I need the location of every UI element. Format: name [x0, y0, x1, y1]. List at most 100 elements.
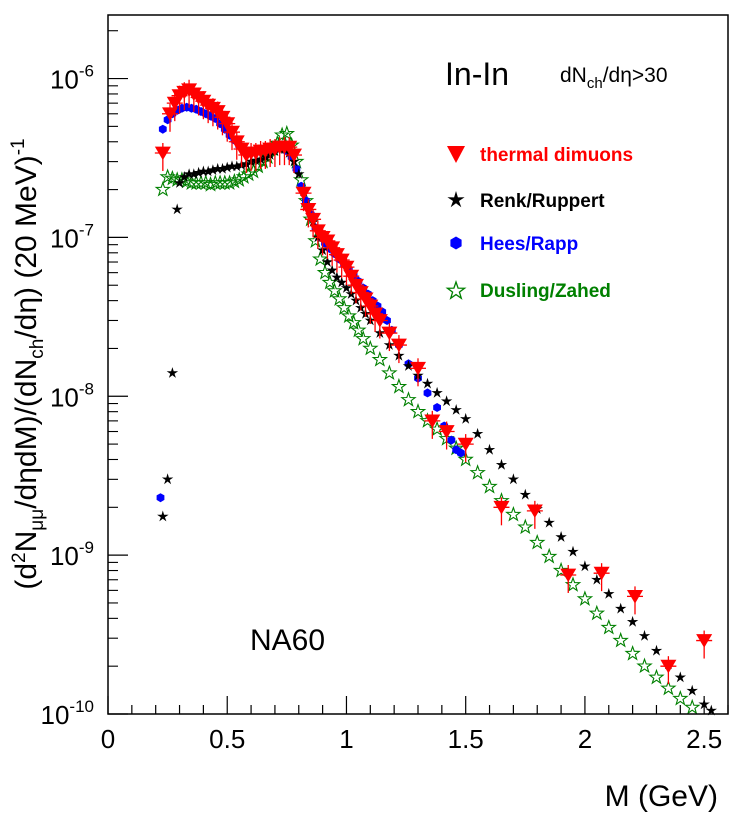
y-tick-label: 10-8: [50, 379, 94, 412]
data-point: [326, 264, 338, 276]
legend-item-renk-ruppert: Renk/Ruppert: [447, 191, 605, 212]
y-title-part2: N: [10, 531, 43, 553]
x-tick-label: 1.5: [448, 724, 484, 754]
data-point: [440, 395, 453, 407]
y-title-part1: (d: [10, 563, 43, 590]
data-point: [683, 698, 701, 715]
data-point: [505, 505, 522, 522]
y-title-sub-mumu: μμ: [27, 509, 48, 531]
data-point: [672, 689, 689, 706]
data-point: [311, 250, 329, 267]
data-point: [293, 168, 305, 179]
data-point: [219, 117, 236, 131]
data-point: [612, 631, 629, 648]
data-point: [433, 403, 441, 412]
data-point: [162, 107, 178, 121]
data-point: [567, 545, 579, 557]
y-title-sub-ch: ch: [27, 339, 48, 359]
data-point: [202, 165, 214, 177]
data-point: [228, 135, 245, 149]
data-point: [207, 164, 219, 175]
data-point: [173, 177, 186, 188]
y-axis-title: (d2Nμμ/dηdM)/(dNch/dη) (20 MeV)-1: [8, 138, 48, 589]
y-tick-label: 10-10: [41, 697, 95, 730]
data-point: [333, 253, 350, 268]
data-point: [343, 269, 360, 284]
data-point: [636, 657, 653, 674]
legend-marker-triangle-down: [447, 146, 465, 163]
x-tick-label: 0.5: [209, 724, 245, 754]
data-point: [471, 427, 484, 439]
data-point: [457, 437, 474, 452]
data-point: [183, 168, 195, 179]
data-point: [221, 174, 238, 191]
data-point: [600, 618, 618, 635]
x-axis-title: M (GeV): [605, 780, 718, 813]
data-point: [295, 186, 312, 201]
data-point: [469, 464, 486, 480]
data-point: [390, 338, 407, 353]
x-tick-label: 2.5: [686, 724, 722, 754]
data-point: [319, 234, 336, 249]
data-point: [212, 162, 224, 174]
data-point: [543, 516, 555, 528]
cut-label-main: dN: [560, 64, 587, 87]
data-point: [650, 644, 663, 656]
legend-item-thermal-dimuons: thermal dimuons: [447, 145, 633, 166]
legend-marker-hexagon: [450, 236, 462, 250]
axes: 0 0.5 1 1.5 2 2.5 10-10 10-9 10-8 10-7 10-6: [41, 30, 729, 754]
data-point: [300, 203, 317, 217]
data-point: [460, 412, 472, 424]
data-point: [626, 615, 639, 627]
data-point: [593, 566, 610, 581]
y-tick-label: 10-6: [50, 62, 94, 95]
data-point: [627, 589, 643, 604]
data-point: [335, 299, 353, 315]
data-point: [431, 386, 443, 398]
legend-label-hees-rapp: Hees/Rapp: [480, 234, 578, 255]
data-point: [705, 704, 717, 716]
cut-label-sub: ch: [587, 75, 603, 92]
data-point: [224, 125, 240, 140]
data-point: [495, 458, 508, 470]
data-point: [457, 448, 465, 458]
data-point: [410, 361, 426, 376]
y-title-sup-minus1: -1: [8, 138, 29, 155]
data-point: [560, 568, 577, 583]
data-point: [371, 314, 388, 328]
data-point: [157, 510, 169, 522]
plot-area: [154, 79, 717, 716]
data-point: [273, 126, 291, 143]
data-point: [156, 493, 165, 503]
data-point: [305, 212, 322, 227]
data-point: [481, 477, 498, 494]
data-point: [371, 351, 389, 367]
data-point: [348, 278, 364, 293]
data-point: [235, 168, 253, 185]
data-point: [197, 165, 210, 177]
legend-marker-star: [447, 191, 465, 208]
data-point: [331, 271, 343, 283]
data-point: [340, 307, 358, 324]
data-point: [171, 203, 183, 215]
data-point: [221, 161, 233, 173]
data-point: [278, 124, 296, 141]
data-point: [424, 414, 441, 429]
data-point: [483, 443, 496, 455]
data-point: [164, 169, 181, 186]
data-point: [528, 533, 546, 550]
data-point: [390, 377, 408, 394]
legend: thermal dimuons Renk/Ruppert Hees/Rapp D…: [445, 145, 633, 302]
data-point: [686, 684, 698, 696]
legend-label-renk-ruppert: Renk/Ruppert: [480, 191, 605, 212]
data-point: [660, 679, 677, 696]
data-point: [615, 602, 627, 614]
data-point: [362, 339, 379, 356]
legend-item-dusling-zahed: Dusling/Zahed: [445, 280, 611, 302]
data-point: [216, 162, 229, 174]
data-point: [409, 402, 427, 419]
data-point: [540, 547, 558, 564]
data-point: [166, 367, 179, 378]
data-point: [331, 290, 348, 306]
